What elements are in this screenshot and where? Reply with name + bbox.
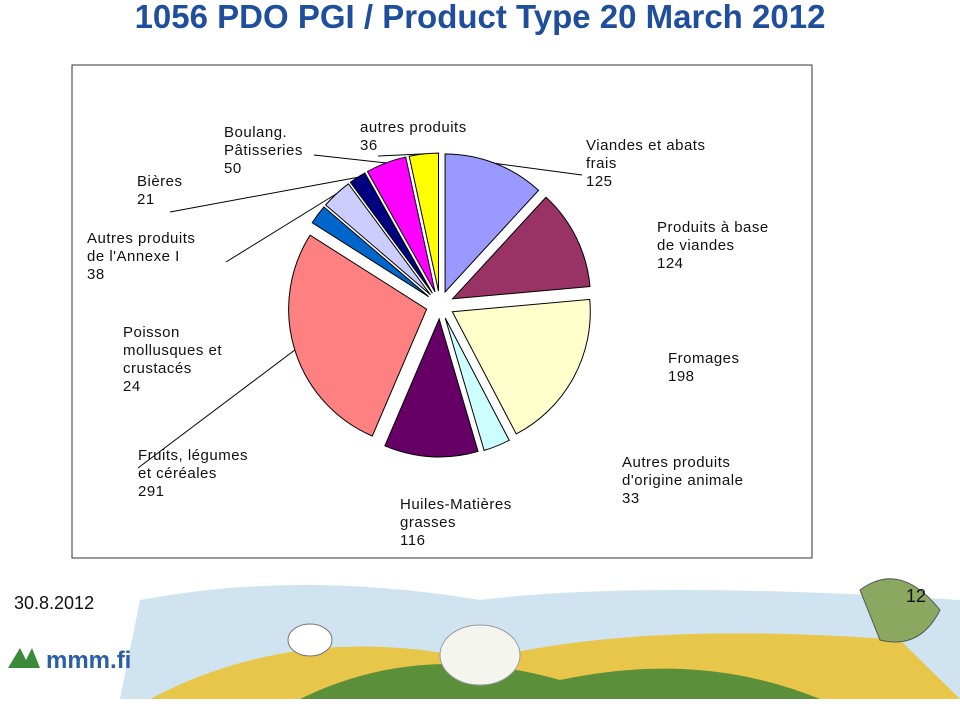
slice-label: crustacés: [123, 360, 192, 377]
slice-label: Viandes et abats: [586, 137, 705, 154]
slice-value: 21: [137, 191, 155, 208]
slice-label: Poisson: [123, 324, 180, 341]
slice-label: mollusques et: [123, 342, 222, 359]
slice-value: 50: [224, 160, 242, 177]
footer-art: [120, 578, 960, 699]
slice-value: 38: [87, 266, 105, 283]
slice-label: d'origine animale: [622, 472, 743, 489]
slice-label: Pâtisseries: [224, 142, 303, 159]
slice-label: Fromages: [668, 350, 740, 367]
page-number: 12: [906, 586, 926, 606]
pie-slice: [324, 183, 431, 296]
slice-label: Bières: [137, 173, 183, 190]
slice-value: 24: [123, 378, 141, 395]
slice-value: 116: [400, 532, 425, 549]
slice-label: de l'Annexe I: [87, 248, 180, 265]
leader-line: [137, 349, 296, 469]
slice-label: et céréales: [138, 465, 217, 482]
chart-title: 1056 PDO PGI / Product Type 20 March 201…: [135, 0, 826, 35]
leader-line: [169, 176, 358, 213]
logo: mmm.fi: [46, 647, 131, 674]
leader-line: [495, 162, 583, 176]
leader-line: [225, 193, 337, 263]
footer-date: 30.8.2012: [14, 593, 94, 613]
slice-value: 125: [586, 173, 613, 190]
leader-line: [377, 153, 424, 157]
slice-label: grasses: [400, 514, 456, 531]
slice-label: Boulang.: [224, 124, 287, 141]
pie-slice: [444, 153, 540, 294]
slice-label: Huiles-Matières: [400, 496, 512, 513]
slice-value: 124: [657, 255, 684, 272]
pie-slice: [288, 234, 428, 437]
slice-label: frais: [586, 155, 617, 172]
pie-slice: [444, 317, 510, 452]
chart-frame: [71, 64, 813, 559]
slice-label: de viandes: [657, 237, 735, 254]
slice-value: 291: [138, 483, 165, 500]
leader-line: [313, 154, 387, 164]
slice-label: Produits à base: [657, 219, 769, 236]
slice-label: autres produits: [360, 119, 467, 136]
pie-slice: [384, 317, 479, 458]
slice-label: Autres produits: [622, 454, 730, 471]
pie-slice: [366, 156, 436, 293]
slice-label: Autres produits: [87, 230, 195, 247]
slice-value: 36: [360, 137, 378, 154]
pie-slice: [451, 298, 591, 435]
pie-slice: [311, 206, 430, 298]
slice-value: 33: [622, 490, 640, 507]
slice-value: 198: [668, 368, 695, 385]
slice-label: Fruits, légumes: [138, 447, 248, 464]
pie-slice: [451, 196, 591, 300]
logo-icon: [8, 648, 40, 668]
